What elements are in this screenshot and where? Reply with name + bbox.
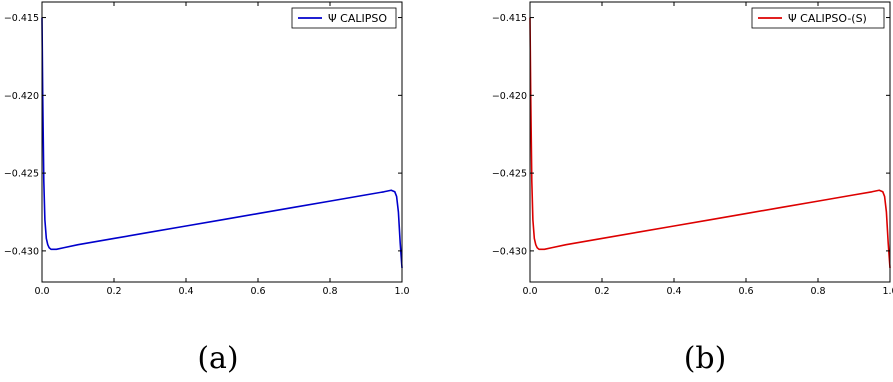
x-tick-label: 0.2 <box>106 286 121 297</box>
legend-box <box>751 7 885 29</box>
x-tick-label: 0.8 <box>322 286 337 297</box>
x-tick-label: 1.0 <box>882 286 893 297</box>
legend: Ψ CALIPSO <box>291 7 397 29</box>
chart-panel-b: 0.0 0.2 0.4 0.6 0.8 1.0 −0.415 −0.420 −0.425 −0.4… <box>492 1 893 376</box>
plot-frame <box>529 1 891 283</box>
x-tick-label: 0.0 <box>522 286 537 297</box>
x-tick-label: 1.0 <box>394 286 409 297</box>
x-tick-label: 0.6 <box>738 286 753 297</box>
series-line-0 <box>529 17 891 269</box>
panel-caption: (b) <box>684 341 727 376</box>
y-tick-label: −0.415 <box>4 13 39 24</box>
x-tick-label: 0.4 <box>178 286 193 297</box>
legend-entry: Ψ CALIPSO-(S) <box>788 12 867 25</box>
series-line-0 <box>41 17 403 269</box>
y-tick-label: −0.425 <box>4 169 39 180</box>
x-tick-label: 0.4 <box>666 286 681 297</box>
panel-caption: (a) <box>197 341 238 376</box>
legend-entry: Ψ CALIPSO <box>328 12 387 25</box>
legend-box <box>291 7 397 29</box>
y-tick-label: −0.425 <box>492 169 527 180</box>
y-tick-label: −0.430 <box>492 246 527 257</box>
y-tick-label: −0.415 <box>492 13 527 24</box>
chart-panel-a: 0.0 0.2 0.4 0.6 0.8 1.0 −0.415 −0.420 −0.425 −0.4… <box>4 1 410 376</box>
x-tick-label: 0.0 <box>34 286 49 297</box>
plot-frame <box>41 1 403 283</box>
y-tick-label: −0.420 <box>492 91 527 102</box>
legend: Ψ CALIPSO-(S) <box>751 7 885 29</box>
y-tick-label: −0.420 <box>4 91 39 102</box>
y-tick-label: −0.430 <box>4 246 39 257</box>
x-tick-label: 0.2 <box>594 286 609 297</box>
x-tick-label: 0.6 <box>250 286 265 297</box>
x-tick-label: 0.8 <box>810 286 825 297</box>
